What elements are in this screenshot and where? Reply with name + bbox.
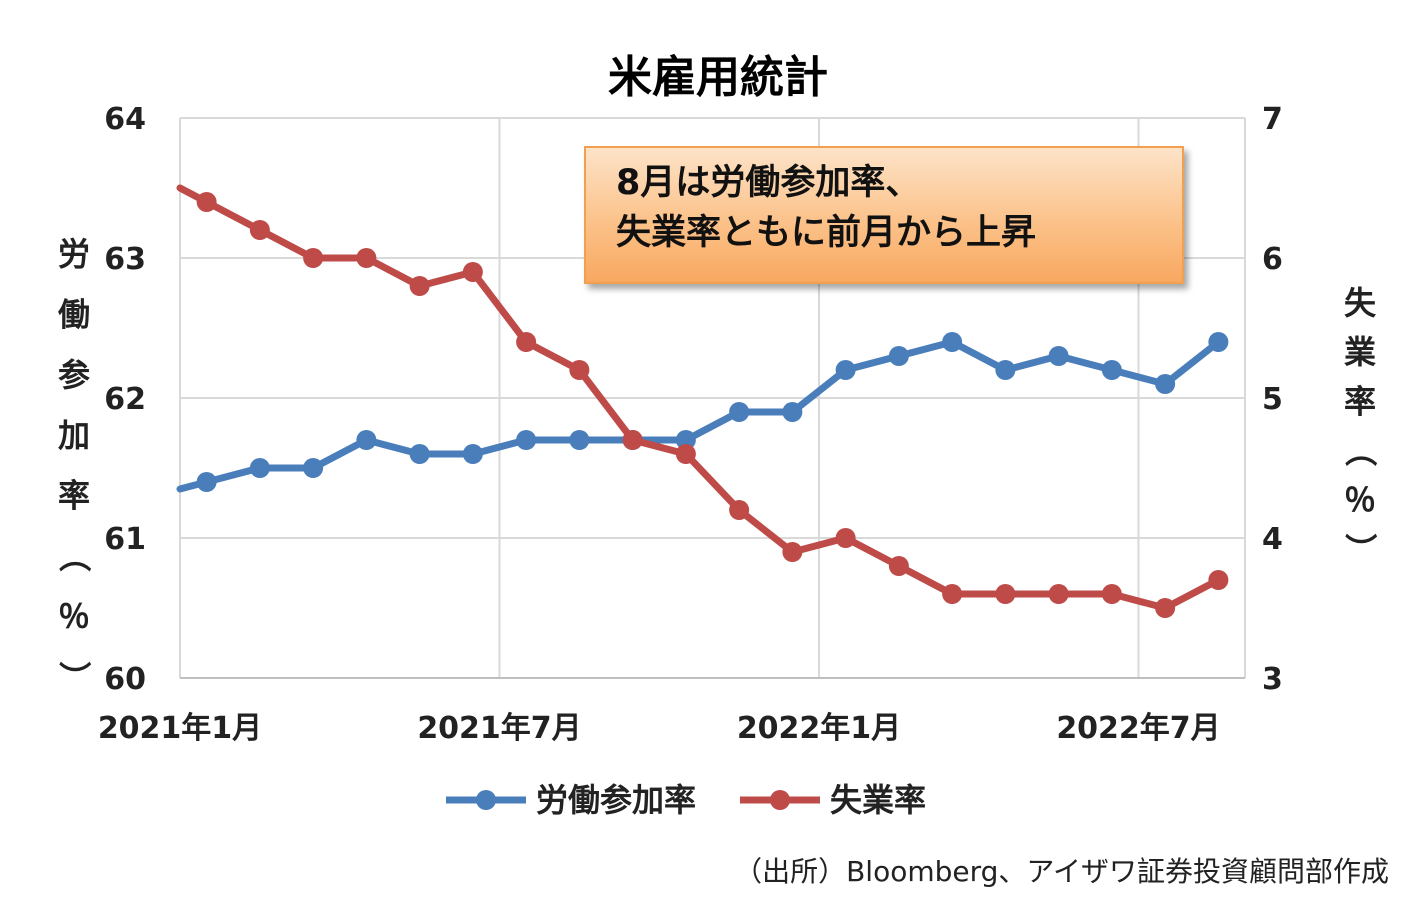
data-point-失業率	[1048, 584, 1069, 604]
right-axis-label: 失業率 （ ％ ）	[1341, 284, 1379, 565]
data-point-労働参加率	[995, 360, 1016, 380]
data-point-労働参加率	[675, 430, 696, 450]
data-point-失業率	[888, 556, 909, 576]
right-axis-label-char: （	[1341, 435, 1379, 467]
data-point-労働参加率	[249, 458, 270, 478]
data-point-失業率	[835, 528, 856, 548]
x-axis-ticks: 2021年1月 2021年7月 2022年1月 2022年7月	[98, 711, 1221, 746]
left-tick-label: 60	[104, 662, 146, 697]
right-axis-label-char: 失	[1344, 284, 1377, 322]
data-point-労働参加率	[196, 472, 217, 492]
series-group	[176, 184, 1229, 618]
left-tick-label: 61	[104, 522, 146, 557]
source-note: （出所）Bloomberg、アイザワ証券投資顧問部作成	[734, 855, 1389, 888]
data-point-失業率	[303, 248, 324, 268]
right-tick-label: 3	[1262, 662, 1283, 697]
data-point-労働参加率	[356, 430, 377, 450]
data-point-失業率	[462, 262, 483, 282]
legend-swatch-marker	[476, 790, 496, 810]
right-axis-ticks: 3 4 5 6 7	[1262, 102, 1283, 697]
data-point-失業率	[409, 276, 430, 296]
annotation-line-1: 8月は労働参加率、	[616, 163, 921, 203]
chart-title: 米雇用統計	[608, 52, 828, 103]
left-axis-ticks: 60 61 62 63 64	[104, 102, 146, 697]
right-tick-label: 4	[1262, 522, 1283, 557]
data-point-労働参加率	[462, 444, 483, 464]
data-point-労働参加率	[1101, 360, 1122, 380]
left-axis-label-char: ％	[58, 598, 90, 636]
data-point-労働参加率	[1208, 332, 1229, 352]
data-point-労働参加率	[729, 402, 750, 422]
right-axis-label-char: 率	[1344, 382, 1376, 420]
x-tick-label: 2022年7月	[1056, 711, 1220, 746]
left-axis-label-char: 参	[58, 356, 90, 394]
data-point-労働参加率	[1155, 374, 1176, 394]
data-point-失業率	[356, 248, 377, 268]
data-point-失業率	[942, 584, 963, 604]
data-point-失業率	[196, 192, 217, 212]
data-point-失業率	[516, 332, 537, 352]
right-tick-label: 6	[1262, 242, 1283, 277]
data-point-失業率	[1208, 570, 1229, 590]
right-tick-label: 5	[1262, 382, 1283, 417]
data-point-労働参加率	[782, 402, 803, 422]
left-axis-label-char: 働	[58, 295, 90, 333]
annotation-callout: 8月は労働参加率、 失業率ともに前月から上昇	[584, 146, 1184, 284]
legend: 労働参加率 失業率	[446, 781, 926, 819]
data-point-労働参加率	[835, 360, 856, 380]
left-axis-label-char: 労	[58, 235, 90, 273]
data-point-失業率	[995, 584, 1016, 604]
left-axis-label-char: ）	[55, 661, 93, 693]
data-point-失業率	[249, 220, 270, 240]
annotation-line-2: 失業率ともに前月から上昇	[616, 213, 1037, 253]
left-axis-label-char: 率	[58, 477, 90, 515]
right-axis-label-char: ）	[1341, 533, 1379, 565]
data-point-労働参加率	[409, 444, 430, 464]
data-point-労働参加率	[942, 332, 963, 352]
x-tick-label: 2021年1月	[98, 711, 262, 746]
data-point-失業率	[782, 542, 803, 562]
legend-label: 労働参加率	[536, 781, 696, 819]
left-axis-label: 労働参加率 （ ％ ）	[55, 235, 93, 693]
x-tick-label: 2021年7月	[417, 711, 581, 746]
data-point-労働参加率	[516, 430, 537, 450]
x-tick-label: 2022年1月	[737, 711, 901, 746]
left-tick-label: 64	[104, 102, 146, 137]
right-axis-label-char: 業	[1344, 333, 1376, 371]
right-axis-label-char: ％	[1344, 481, 1376, 519]
left-axis-label-char: （	[55, 540, 93, 572]
right-tick-label: 7	[1262, 102, 1283, 137]
left-axis-label-char: 加	[58, 416, 90, 454]
data-point-失業率	[622, 430, 643, 450]
data-point-失業率	[675, 444, 696, 464]
legend-label: 失業率	[830, 781, 926, 819]
data-point-失業率	[569, 360, 590, 380]
data-point-失業率	[1101, 584, 1122, 604]
data-point-失業率	[1155, 598, 1176, 618]
data-point-失業率	[729, 500, 750, 520]
left-tick-label: 63	[104, 242, 146, 277]
data-point-労働参加率	[1048, 346, 1069, 366]
data-point-労働参加率	[569, 430, 590, 450]
data-point-労働参加率	[303, 458, 324, 478]
data-point-労働参加率	[888, 346, 909, 366]
left-tick-label: 62	[104, 382, 146, 417]
legend-swatch-marker	[770, 790, 790, 810]
